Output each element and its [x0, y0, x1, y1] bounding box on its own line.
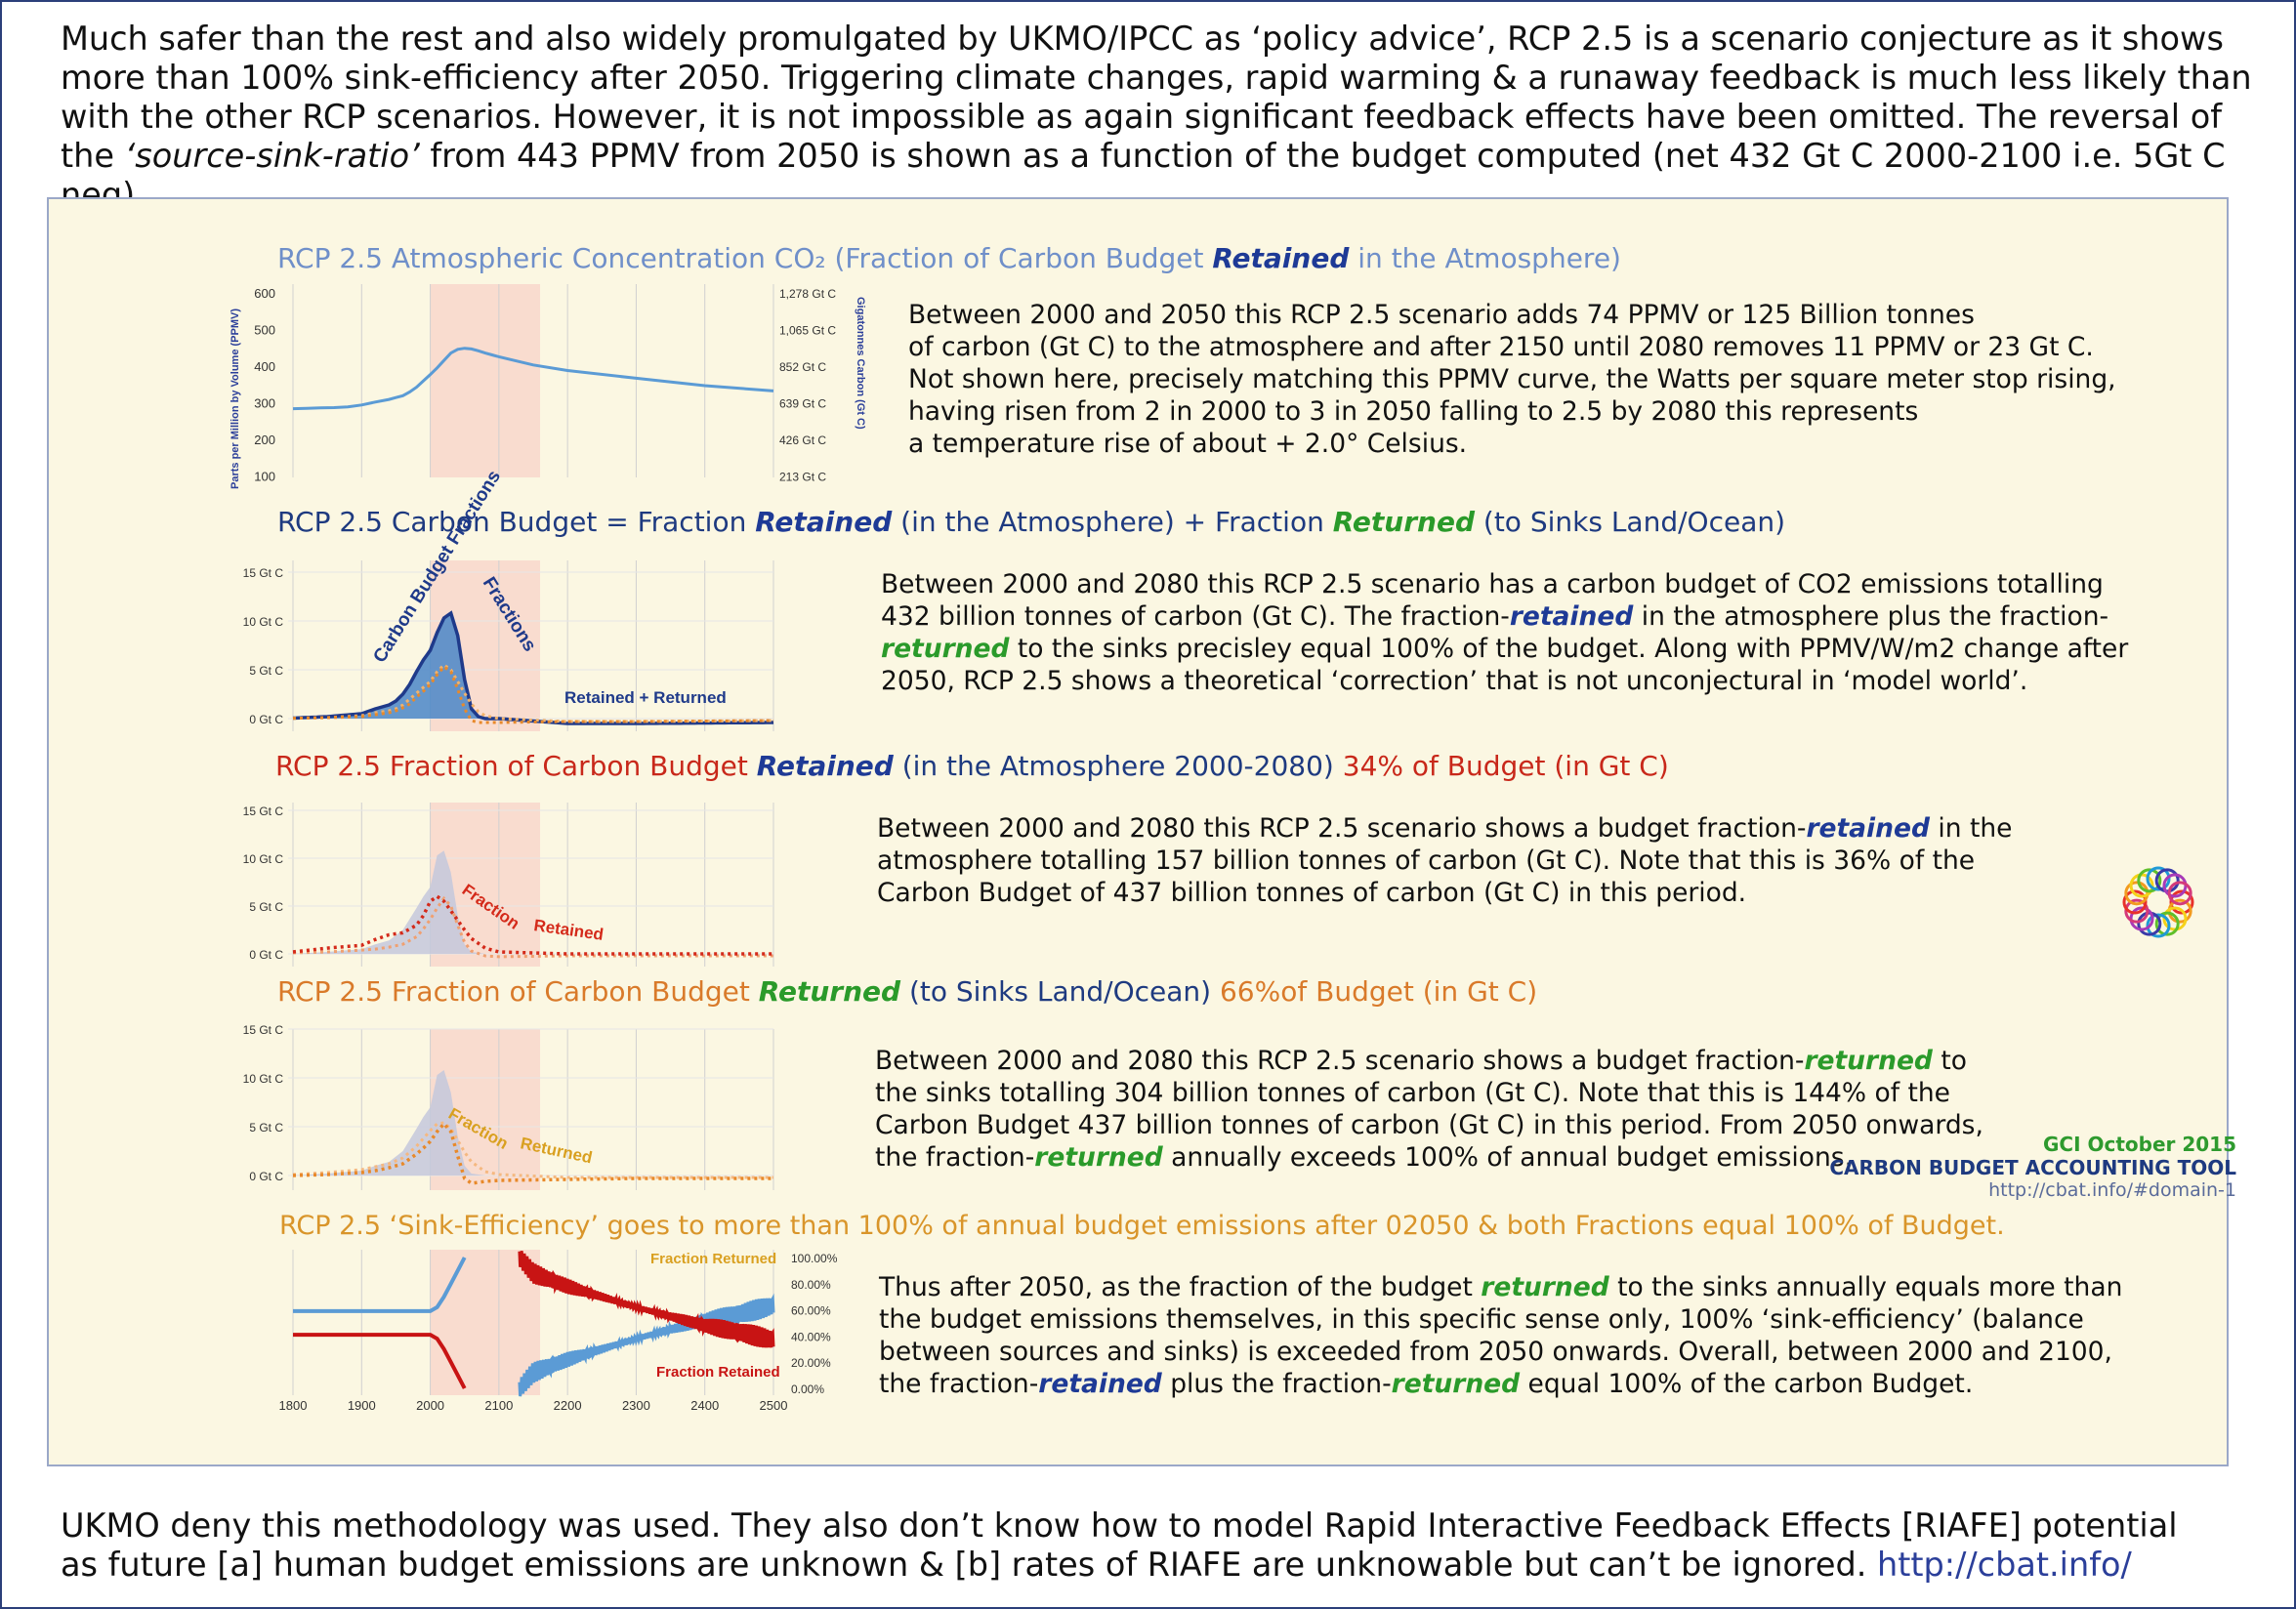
budget-y-tick: 10 Gt C — [243, 615, 284, 629]
returned-orange-dotted — [292, 1121, 773, 1185]
retained-red-dotted — [292, 894, 773, 956]
logo-ring — [2146, 913, 2171, 938]
budget-returned-dotted — [292, 664, 774, 724]
retained-annotation-2: Retained — [532, 916, 605, 944]
budget-annotation-bottom: Retained + Returned — [564, 688, 727, 707]
retained-y-tick: 15 Gt C — [243, 804, 284, 818]
retained-y-tick: 10 Gt C — [243, 852, 284, 866]
ppmv-y-tick: 600 — [254, 286, 275, 301]
returned-chart-title: RCP 2.5 Fraction of Carbon Budget Return… — [277, 975, 1538, 1008]
sink-returned-label: Fraction Returned — [650, 1251, 776, 1267]
sink-x-tick: 2200 — [554, 1398, 582, 1413]
sink-returned-line — [293, 1257, 467, 1313]
sink-efficiency-title: RCP 2.5 ‘Sink-Efficiency’ goes to more t… — [279, 1211, 2005, 1241]
intro-text-italic: ‘source-sink-ratio’ — [124, 137, 420, 175]
gci-logo — [2122, 866, 2194, 938]
retained-y-tick: 0 Gt C — [249, 948, 283, 962]
outro-paragraph: UKMO deny this methodology was used. The… — [61, 1506, 2277, 1585]
intro-text-b: from 443 PPMV from 2050 is shown as a fu… — [61, 137, 2226, 214]
ppmv-y-tick: 100 — [254, 470, 275, 484]
sink-y2-tick: 20.00% — [791, 1356, 831, 1370]
retained-chart-title: RCP 2.5 Fraction of Carbon Budget Retain… — [275, 750, 1669, 782]
retained-light-dotted — [292, 895, 773, 959]
logo-ring — [2146, 866, 2171, 891]
retained-y-tick: 5 Gt C — [249, 900, 283, 914]
highlight-band — [430, 1250, 541, 1395]
ppmv-y-tick: 200 — [254, 433, 275, 447]
sink-x-tick: 2300 — [622, 1398, 650, 1413]
ppmv-series-line — [292, 347, 774, 411]
ppmv-y2-tick: 213 Gt C — [779, 471, 826, 484]
returned-y-tick: 10 Gt C — [243, 1072, 284, 1086]
outro-line2: as future [a] human budget emissions are… — [61, 1546, 1867, 1584]
budget-y-tick: 0 Gt C — [249, 713, 283, 726]
sink-x-tick: 2000 — [416, 1398, 444, 1413]
logo-ring — [2154, 911, 2180, 936]
sink-y2-tick: 60.00% — [791, 1304, 831, 1318]
logo-ring — [2122, 889, 2148, 915]
ppmv-y2-tick: 1,278 Gt C — [779, 287, 836, 301]
budget-y-tick: 15 Gt C — [243, 566, 284, 580]
intro-paragraph: Much safer than the rest and also widely… — [61, 20, 2277, 215]
ppmv-description: Between 2000 and 2050 this RCP 2.5 scena… — [908, 300, 2116, 459]
logo-ring — [2169, 889, 2194, 915]
logo-url: http://cbat.info/#domain-1 — [1988, 1179, 2236, 1201]
gci-logo-text: GCI October 2015 CARBON BUDGET ACCOUNTIN… — [1797, 1133, 2236, 1201]
sink-retained-line — [293, 1333, 467, 1389]
sink-description: Thus after 2050, as the fraction of the … — [879, 1272, 2123, 1399]
returned-y-tick: 0 Gt C — [249, 1170, 283, 1183]
logo-ring — [2137, 868, 2162, 893]
cbat-link[interactable]: http://cbat.info/ — [1877, 1546, 2132, 1584]
sink-x-tick: 1800 — [279, 1398, 308, 1413]
logo-ring — [2124, 898, 2150, 924]
budget-retained-dotted — [292, 663, 774, 723]
returned-y-tick: 5 Gt C — [249, 1121, 283, 1135]
ppmv-y2-tick: 1,065 Gt C — [779, 324, 836, 338]
budget-total-line — [292, 610, 773, 725]
budget-description: Between 2000 and 2080 this RCP 2.5 scena… — [881, 569, 2129, 696]
ppmv-chart-title: RCP 2.5 Atmospheric Concentration CO₂ (F… — [277, 242, 1621, 274]
budget-y-tick: 5 Gt C — [249, 664, 283, 678]
ppmv-y-tick: 500 — [254, 323, 275, 338]
intro-text-a: Much safer than the rest and also widely… — [61, 20, 2252, 175]
sink-retained-oscillation — [518, 1250, 775, 1348]
ppmv-y-label: Parts per Million by Volume (PPMV) — [230, 309, 241, 489]
sink-x-tick: 2400 — [690, 1398, 719, 1413]
logo-ring — [2167, 881, 2192, 906]
ppmv-y2-tick: 639 Gt C — [779, 397, 826, 411]
returned-description: Between 2000 and 2080 this RCP 2.5 scena… — [875, 1046, 1983, 1173]
ppmv-y2-label: Gigatonnes Carbon (Gt C) — [855, 297, 866, 430]
ppmv-y-tick: 400 — [254, 359, 275, 374]
highlight-band — [430, 284, 541, 477]
sink-y2-tick: 0.00% — [791, 1382, 824, 1396]
ppmv-y2-tick: 852 Gt C — [779, 360, 826, 374]
ppmv-y-tick: 300 — [254, 396, 275, 411]
sink-y2-tick: 100.00% — [791, 1252, 838, 1265]
budget-total-area — [293, 613, 773, 719]
sink-x-tick: 2100 — [484, 1398, 513, 1413]
returned-y-tick: 15 Gt C — [243, 1023, 284, 1037]
retained-description: Between 2000 and 2080 this RCP 2.5 scena… — [877, 813, 2013, 908]
budget-chart-title: RCP 2.5 Carbon Budget = Fraction Retaine… — [277, 506, 1786, 538]
logo-date: GCI October 2015 — [2042, 1133, 2236, 1156]
outro-line1: UKMO deny this methodology was used. The… — [61, 1506, 2178, 1545]
sink-returned-oscillation — [518, 1293, 775, 1397]
sink-y2-tick: 80.00% — [791, 1278, 831, 1292]
logo-tool-name: CARBON BUDGET ACCOUNTING TOOL — [1829, 1156, 2236, 1179]
ppmv-y2-tick: 426 Gt C — [779, 433, 826, 447]
chart-panel: RCP 2.5 Atmospheric Concentration CO₂ (F… — [47, 197, 2236, 1466]
sink-y2-tick: 40.00% — [791, 1330, 831, 1343]
sink-x-tick: 1900 — [348, 1398, 376, 1413]
sink-x-tick: 2500 — [760, 1398, 788, 1413]
charts-svg: 600 500 400 300 200 100 1,278 Gt C 1,065 Gt C 85… — [230, 284, 866, 1413]
sink-retained-label: Fraction Retained — [656, 1364, 780, 1381]
